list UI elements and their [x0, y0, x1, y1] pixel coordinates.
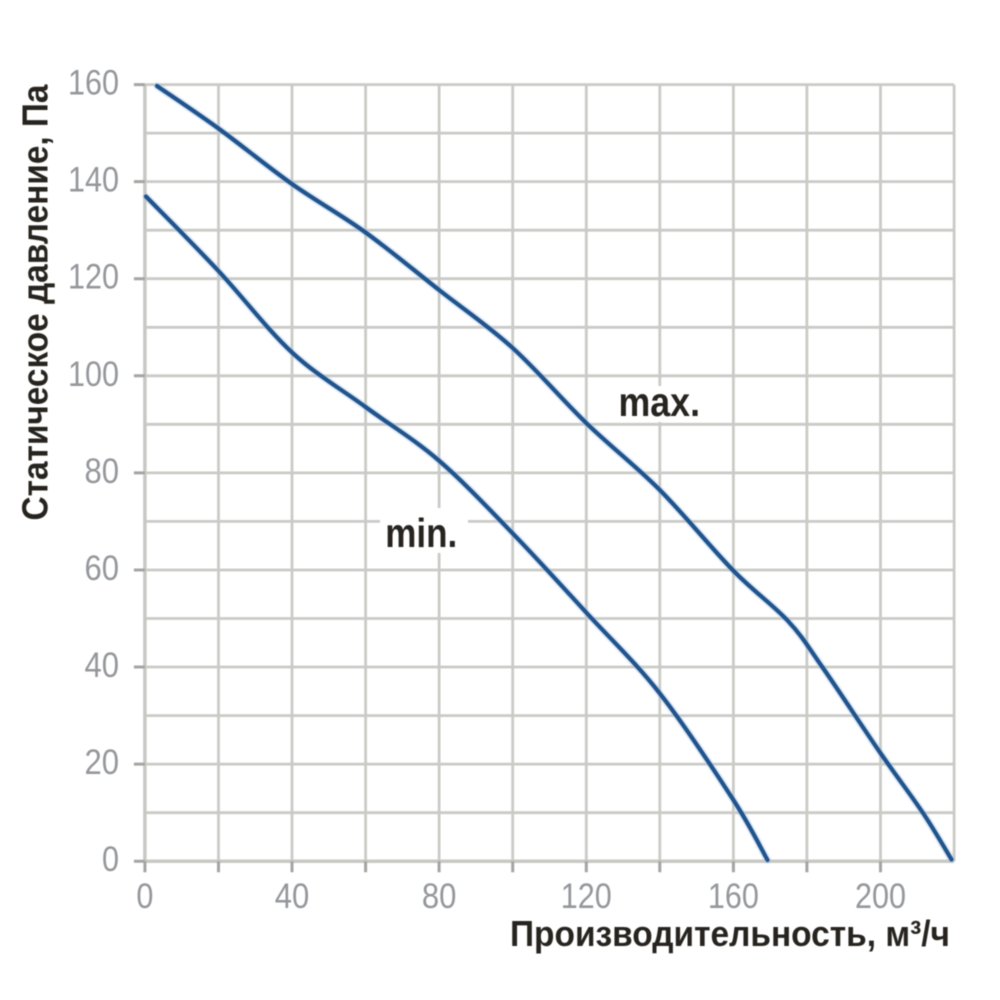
- svg-text:120: 120: [68, 258, 119, 297]
- svg-text:40: 40: [85, 646, 120, 685]
- svg-text:20: 20: [85, 743, 120, 782]
- svg-text:120: 120: [561, 877, 612, 916]
- svg-text:160: 160: [68, 64, 119, 103]
- svg-text:max.: max.: [619, 379, 701, 425]
- svg-text:80: 80: [85, 452, 120, 491]
- svg-text:140: 140: [68, 161, 119, 200]
- svg-text:80: 80: [422, 877, 457, 916]
- svg-text:Статическое давление, Па: Статическое давление, Па: [15, 84, 56, 521]
- svg-text:0: 0: [136, 877, 153, 916]
- svg-text:Производительность, м³/ч: Производительность, м³/ч: [510, 913, 950, 954]
- svg-text:40: 40: [275, 877, 310, 916]
- svg-text:200: 200: [855, 877, 906, 916]
- svg-text:0: 0: [102, 840, 119, 879]
- svg-text:60: 60: [85, 549, 120, 588]
- svg-text:min.: min.: [385, 510, 457, 556]
- svg-text:100: 100: [68, 355, 119, 394]
- svg-text:160: 160: [708, 877, 759, 916]
